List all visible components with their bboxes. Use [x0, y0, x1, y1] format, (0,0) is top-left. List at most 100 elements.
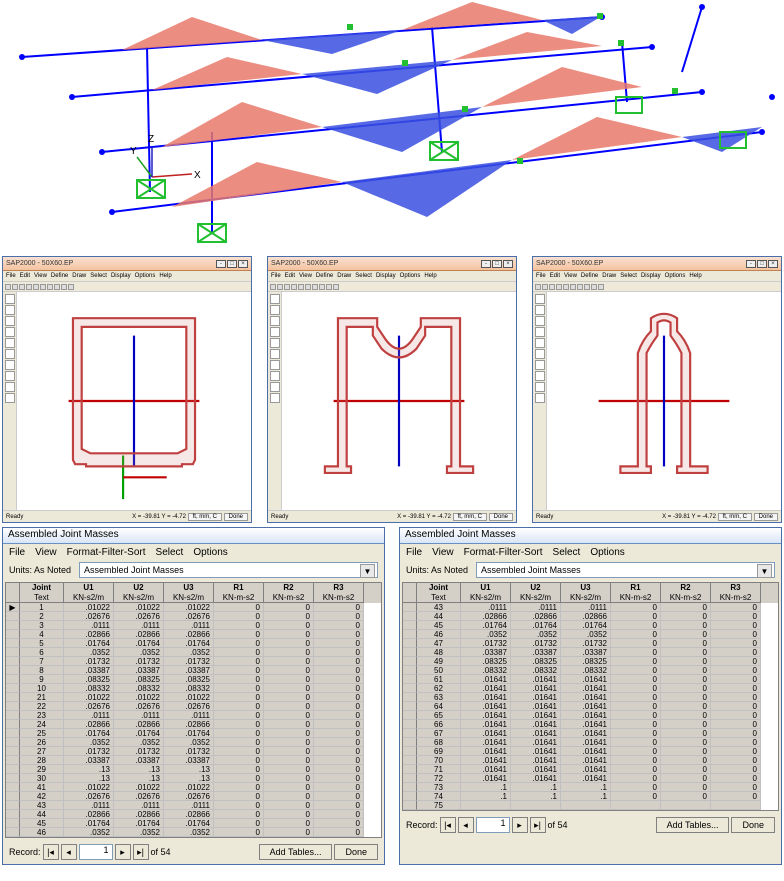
section-menubar[interactable]: FileEditViewDefineDrawSelectDisplayOptio… [268, 271, 516, 282]
menu-options[interactable]: Options [400, 273, 421, 279]
column-header[interactable]: R3KN-m-s2 [314, 583, 364, 603]
menu-select[interactable]: Select [90, 273, 107, 279]
menu-file[interactable]: File [406, 547, 422, 558]
menu-define[interactable]: Define [581, 273, 598, 279]
done-button[interactable]: Done [489, 513, 513, 521]
table-row[interactable]: 50.08332.08332.08332000 [403, 666, 778, 675]
table-row[interactable]: 64.01641.01641.01641000 [403, 702, 778, 711]
table-row[interactable]: 42.02676.02676.02676000 [6, 792, 381, 801]
menu-draw[interactable]: Draw [337, 273, 351, 279]
column-header[interactable]: U2KN-s2/m [511, 583, 561, 603]
table-row[interactable]: 67.01641.01641.01641000 [403, 729, 778, 738]
column-header[interactable]: R2KN-m-s2 [264, 583, 314, 603]
row-selector[interactable] [403, 648, 417, 657]
menu-options[interactable]: Options [665, 273, 686, 279]
table-row[interactable]: 9.08325.08325.08325000 [6, 675, 381, 684]
table-row[interactable]: 47.01732.01732.01732000 [403, 639, 778, 648]
column-header[interactable] [403, 583, 417, 603]
tables-dropdown[interactable]: Assembled Joint Masses [476, 562, 775, 578]
row-selector[interactable] [403, 630, 417, 639]
table-row[interactable]: 2.02676.02676.02676000 [6, 612, 381, 621]
row-selector[interactable] [403, 747, 417, 756]
table-row[interactable]: 28.03387.03387.03387000 [6, 756, 381, 765]
add-tables-button[interactable]: Add Tables... [259, 844, 333, 860]
menu-edit[interactable]: Edit [285, 273, 295, 279]
menu-define[interactable]: Define [316, 273, 333, 279]
row-selector[interactable] [6, 810, 20, 819]
menu-view[interactable]: View [299, 273, 312, 279]
section-toolbar[interactable] [3, 282, 251, 292]
table-row[interactable]: 69.01641.01641.01641000 [403, 747, 778, 756]
row-selector[interactable] [6, 765, 20, 774]
table-row[interactable]: 70.01641.01641.01641000 [403, 756, 778, 765]
row-selector[interactable] [6, 693, 20, 702]
row-selector[interactable] [403, 666, 417, 675]
column-header[interactable]: U3KN-s2/m [561, 583, 611, 603]
table-row[interactable]: 49.08325.08325.08325000 [403, 657, 778, 666]
section-menubar[interactable]: FileEditViewDefineDrawSelectDisplayOptio… [3, 271, 251, 282]
table-row[interactable]: 22.02676.02676.02676000 [6, 702, 381, 711]
table-row[interactable]: 46.0352.0352.0352000 [6, 828, 381, 837]
nav-prev-button[interactable]: ◂ [61, 844, 77, 860]
row-selector[interactable] [6, 819, 20, 828]
row-selector[interactable] [403, 801, 417, 810]
table-titlebar[interactable]: Assembled Joint Masses [400, 528, 781, 544]
menu-draw[interactable]: Draw [72, 273, 86, 279]
row-selector[interactable] [403, 720, 417, 729]
section-canvas-bottle[interactable] [547, 292, 781, 510]
table-row[interactable]: 45.01764.01764.01764000 [6, 819, 381, 828]
record-input[interactable]: 1 [476, 817, 510, 833]
table-row[interactable]: 72.01641.01641.01641000 [403, 774, 778, 783]
row-selector[interactable] [403, 774, 417, 783]
row-selector[interactable] [6, 738, 20, 747]
done-button[interactable]: Done [224, 513, 248, 521]
grid-right[interactable]: JointTextU1KN-s2/mU2KN-s2/mU3KN-s2/mR1KN… [402, 582, 779, 811]
table-row[interactable]: 63.01641.01641.01641000 [403, 693, 778, 702]
row-selector[interactable] [403, 684, 417, 693]
menu-help[interactable]: Help [424, 273, 436, 279]
row-selector[interactable] [403, 729, 417, 738]
table-row[interactable]: 6.0352.0352.0352000 [6, 648, 381, 657]
menu-file[interactable]: File [6, 273, 16, 279]
menu-select[interactable]: Select [156, 547, 184, 558]
menu-define[interactable]: Define [51, 273, 68, 279]
column-header[interactable]: U1KN-s2/m [461, 583, 511, 603]
row-selector[interactable] [403, 756, 417, 765]
row-selector[interactable] [6, 711, 20, 720]
row-selector[interactable] [403, 702, 417, 711]
section-canvas-box[interactable] [17, 292, 251, 510]
menu-view[interactable]: View [564, 273, 577, 279]
table-row[interactable]: 74.1.1.1000 [403, 792, 778, 801]
table-row[interactable]: 73.1.1.1000 [403, 783, 778, 792]
table-row[interactable]: 7.01732.01732.01732000 [6, 657, 381, 666]
menu-select[interactable]: Select [355, 273, 372, 279]
table-row[interactable]: 65.01641.01641.01641000 [403, 711, 778, 720]
row-selector[interactable] [403, 765, 417, 774]
done-button[interactable]: Done [731, 817, 775, 833]
menu-select[interactable]: Select [620, 273, 637, 279]
menu-format-filter-sort[interactable]: Format-Filter-Sort [464, 547, 543, 558]
table-row[interactable]: 44.02866.02866.02866000 [403, 612, 778, 621]
column-header[interactable]: JointText [20, 583, 64, 603]
menu-help[interactable]: Help [689, 273, 701, 279]
menu-select[interactable]: Select [553, 547, 581, 558]
table-row[interactable]: 46.0352.0352.0352000 [403, 630, 778, 639]
table-row[interactable]: 21.01022.01022.01022000 [6, 693, 381, 702]
row-selector[interactable] [6, 612, 20, 621]
menu-options[interactable]: Options [193, 547, 227, 558]
row-selector[interactable] [6, 621, 20, 630]
nav-last-button[interactable]: ▸| [133, 844, 149, 860]
menu-display[interactable]: Display [376, 273, 396, 279]
table-row[interactable]: 43.0111.0111.0111000 [403, 603, 778, 612]
table-row[interactable]: 4.02866.02866.02866000 [6, 630, 381, 639]
done-button[interactable]: Done [334, 844, 378, 860]
row-selector[interactable] [6, 801, 20, 810]
table-row[interactable]: 26.0352.0352.0352000 [6, 738, 381, 747]
row-selector[interactable] [403, 711, 417, 720]
menu-edit[interactable]: Edit [550, 273, 560, 279]
row-selector[interactable] [6, 720, 20, 729]
table-row[interactable]: 10.08332.08332.08332000 [6, 684, 381, 693]
row-selector[interactable] [6, 648, 20, 657]
column-header[interactable]: JointText [417, 583, 461, 603]
table-row[interactable]: 30.13.13.13000 [6, 774, 381, 783]
